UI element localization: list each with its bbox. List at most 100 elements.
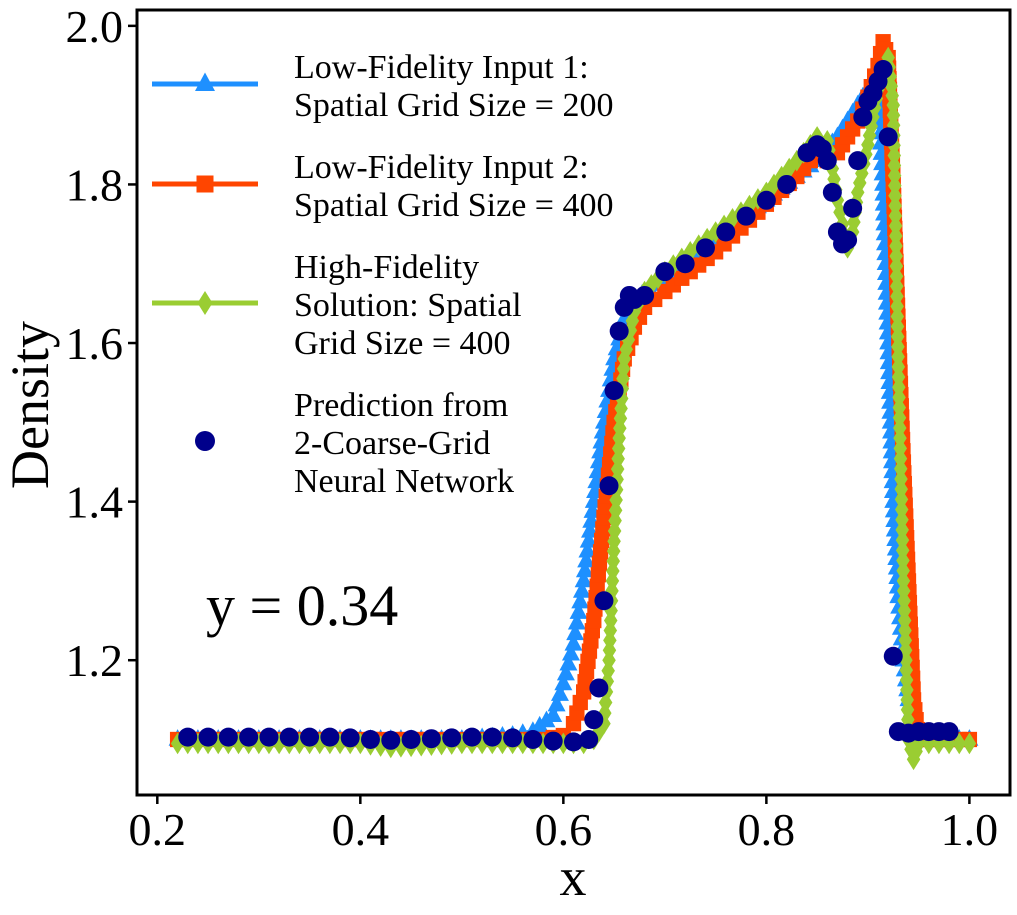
x-tick-label: 0.8 [738,804,796,855]
series-4-point [340,728,360,748]
series-3-point [455,732,469,755]
series-4-point [239,727,259,747]
series-3-point [601,659,615,682]
series-4-point [716,222,736,242]
series-1-point [569,602,588,619]
series-4-point [523,729,543,749]
x-tick-label: 0.4 [332,804,390,855]
series-4-point [564,732,583,752]
series-4-point [178,727,198,747]
series-4 [178,59,959,752]
series-4-point [482,727,502,747]
series-layer [168,34,979,771]
series-3-point [782,157,796,180]
series-4-point [756,190,776,210]
series-1-point [550,684,569,701]
series-4-point [218,727,238,747]
series-3-point [608,509,622,532]
legend: Low-Fidelity Input 1: Spatial Grid Size =… [152,49,613,500]
series-4-point [695,238,715,258]
series-4-point [853,107,873,127]
legend-label: Spatial Grid Size = 400 [294,187,613,224]
series-3-point [600,670,615,693]
series-1-point [579,530,598,548]
annotation-text: y = 0.34 [206,573,398,638]
series-4-point [594,591,614,611]
series-3-point [515,732,530,755]
series-3-point [353,732,368,755]
series-4-point [817,151,837,171]
legend-marker [195,431,215,451]
series-4-point [503,728,523,748]
series-4-point [279,727,299,747]
series-3-point [952,732,966,755]
x-tick-label: 0.6 [535,804,593,855]
series-3-point [627,300,642,323]
x-axis-label: x [560,847,587,907]
y-tick-label: 1.2 [66,635,124,686]
legend-entry-1: Low-Fidelity Input 1:Spatial Grid Size =… [152,49,613,124]
series-4-point [635,285,655,305]
series-3-point [598,691,613,714]
legend-label: Solution: Spatial [294,287,522,324]
series-4-point [878,127,898,147]
series-4-point [939,722,959,742]
series-1-point [559,653,578,671]
x-tick-label: 1.0 [941,804,999,855]
series-1-point [575,560,594,578]
series-4-point [873,59,893,79]
y-tick-label: 1.8 [66,159,124,210]
series-3-point [333,732,347,755]
legend-label: Low-Fidelity Input 1: [294,49,589,86]
series-1-point [572,581,591,598]
series-3-point [911,732,926,755]
series-4-point [360,729,380,749]
series-4-point [381,730,401,750]
series-3-point [790,149,804,172]
series-4-point [442,728,462,748]
series-3-point [536,732,550,755]
series-4-point [589,678,609,698]
series-3-point [312,732,327,755]
series-4-point [584,710,604,730]
legend-marker [197,291,213,315]
series-4-point [401,729,421,749]
series-3-point [211,732,225,755]
plot-frame [135,8,1012,797]
series-3-point [556,732,571,755]
series-1-point [564,633,583,651]
series-4-point [604,381,624,401]
series-4-point [736,206,756,226]
series-3-point [962,732,977,755]
series-4-point [320,727,340,747]
series-3-point [932,732,946,755]
legend-label: Grid Size = 400 [294,325,511,362]
series-3-point [767,173,781,196]
series-4-point [822,182,842,202]
series-1-point [577,550,596,568]
series-1-point [574,570,593,588]
series-3-point [170,732,185,755]
series-3-point [252,732,266,755]
series-4-point [421,729,441,749]
series-3-point [231,732,246,755]
series-4-point [300,727,320,747]
series-1-point [561,643,580,661]
series-3-point [850,181,865,204]
series-4-point [599,476,619,496]
series-3-point [597,712,611,735]
series-1-point [578,540,597,558]
x-tick-label: 0.2 [129,804,187,855]
legend-marker [195,72,215,91]
y-tick-label: 1.4 [66,477,124,528]
legend-marker [196,175,214,193]
tick-layer: 0.2 0.4 0.6 0.8 1.0 1.2 1.4 1.6 1.8 2.0 [66,1,999,855]
series-3-point [619,338,634,361]
series-1-point [566,623,585,641]
series-1-point [571,591,590,609]
series-3-point [592,720,606,743]
series-4-point [843,198,863,218]
series-1-point [556,663,575,681]
